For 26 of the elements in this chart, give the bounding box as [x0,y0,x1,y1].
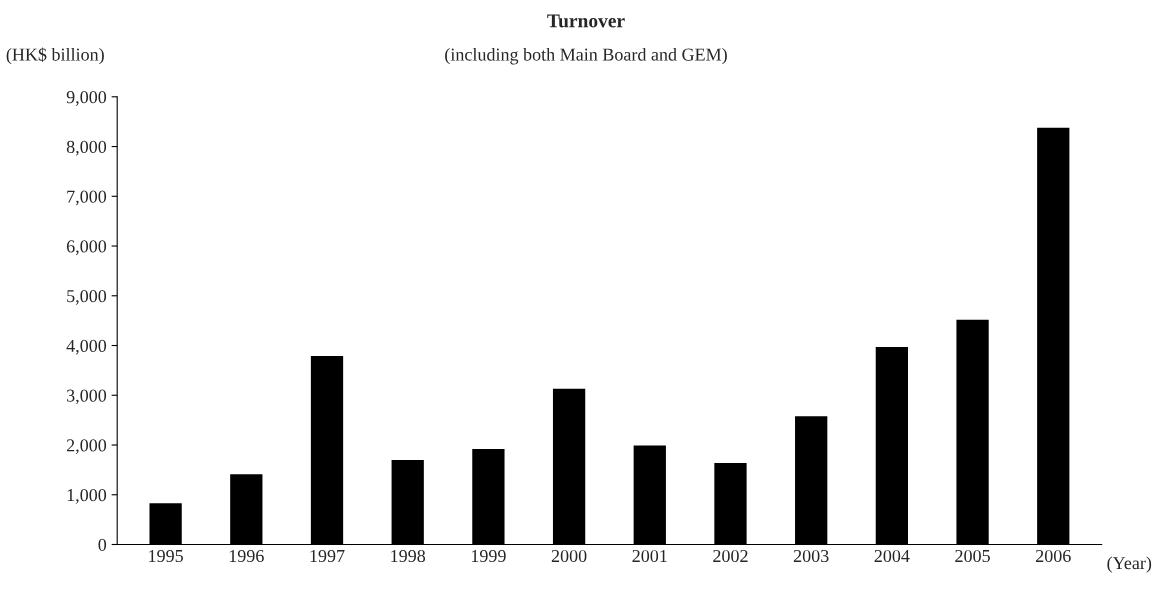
y-tick-label: 6,000 [66,240,107,256]
x-tick-label: 1996 [229,549,264,563]
chart-subtitle: (including both Main Board and GEM) [445,47,727,65]
x-tick-label: 2004 [874,549,910,563]
x-tick-label: 2003 [793,549,829,563]
y-tick-label: 2,000 [66,439,107,455]
y-tick-label: 0 [98,538,107,551]
y-axis-title: (HK$ billion) [6,47,104,65]
x-tick-label: 2005 [955,549,990,563]
y-tick-label: 4,000 [66,339,107,355]
x-tick-label: 2002 [713,549,748,563]
x-tick-label: 2006 [1036,549,1071,563]
x-tick-label: 1997 [310,549,345,563]
x-tick-label: 1999 [471,549,506,563]
y-tick-label: 1,000 [67,489,107,504]
x-tick-label: 1995 [149,549,183,563]
x-axis-title: (Year) [1107,556,1152,573]
x-tick-label: 1998 [391,549,426,563]
y-tick-label: 3,000 [67,389,107,405]
chart-title: Turnover [547,14,625,28]
y-tick-label: 5,000 [67,290,107,305]
y-tick-label: 7,000 [67,190,107,206]
y-tick-label: 9,000 [66,91,107,106]
x-tick-label: 2000 [551,549,587,563]
x-tick-label: 2001 [632,549,667,563]
y-tick-label: 8,000 [66,140,107,156]
